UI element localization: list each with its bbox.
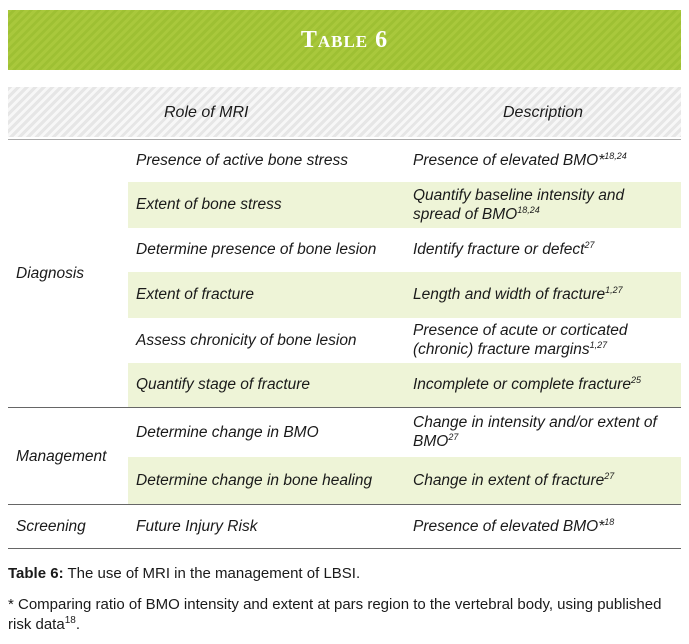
description-cell: Presence of elevated BMO*18,24 xyxy=(405,139,681,182)
description-text: Presence of acute or corticated (chronic… xyxy=(413,322,628,358)
description-text: Incomplete or complete fracture xyxy=(413,376,631,394)
table-row: Quantify stage of fracture Incomplete or … xyxy=(8,362,681,408)
table-row: Management Determine change in BMO Change … xyxy=(8,407,681,505)
header-row: Role of MRI Description xyxy=(8,87,681,140)
description-text: Change in extent of fracture xyxy=(413,471,605,489)
description-text: Change in intensity and/or extent of BMO xyxy=(413,414,657,451)
table-row: Diagnosis Presence of active bone stress P… xyxy=(8,139,681,408)
group-cell: Management xyxy=(8,407,128,505)
reference: 18 xyxy=(604,516,615,527)
description-cell: Incomplete or complete fracture25 xyxy=(405,362,681,408)
description-cell: Change in intensity and/or extent of BMO… xyxy=(405,407,681,457)
caption: Table 6: The use of MRI in the managemen… xyxy=(8,565,360,582)
role-cell: Determine change in bone healing xyxy=(128,456,405,505)
caption-text: The use of MRI in the management of LBSI… xyxy=(63,565,361,582)
table-row: Extent of bone stress Quantify baseline i… xyxy=(8,181,681,228)
description-cell: Identify fracture or defect27 xyxy=(405,228,681,272)
table-row: Extent of fracture Length and width of fr… xyxy=(8,271,681,318)
description-text: Quantify baseline intensity and spread o… xyxy=(413,186,625,223)
footnote-end: . xyxy=(75,616,80,633)
role-cell: Assess chronicity of bone lesion xyxy=(136,331,357,349)
description-cell: Length and width of fracture1,27 xyxy=(405,271,681,318)
reference: 27 xyxy=(604,470,615,481)
group-cell: Screening xyxy=(8,504,128,548)
description-text: Presence of elevated BMO* xyxy=(413,517,605,535)
caption-label: Table 6: xyxy=(8,565,64,582)
role-cell: Extent of bone stress xyxy=(128,181,405,228)
role-cell: Presence of active bone stress xyxy=(128,139,405,182)
reference: 18,24 xyxy=(517,204,540,215)
table: Role of MRI Description Diagnosis Presenc… xyxy=(8,87,681,548)
title-banner: Table 6 xyxy=(8,10,681,70)
description-text: Length and width of fracture xyxy=(413,286,606,303)
header-cell: Description xyxy=(502,104,584,121)
description-cell: Presence of elevated BMO*18 xyxy=(405,504,681,548)
reference: 1,27 xyxy=(589,339,608,350)
description-text: Identify fracture or defect xyxy=(413,241,585,258)
reference: 1,27 xyxy=(605,284,623,295)
role-cell: Extent of fracture xyxy=(128,271,405,318)
role-cell: Determine presence of bone lesion xyxy=(136,241,377,258)
header-cell xyxy=(8,87,128,140)
footnote: * Comparing ratio of BMO intensity and e… xyxy=(8,595,668,635)
role-cell: Future Injury Risk xyxy=(128,504,405,548)
role-cell: Determine change in BMO xyxy=(128,407,405,457)
footnote-text: * Comparing ratio of BMO intensity and e… xyxy=(8,596,662,633)
description-text: Presence of elevated BMO* xyxy=(413,152,605,170)
table-row: Assess chronicity of bone lesion Presence… xyxy=(8,318,681,363)
table-row: Determine change in bone healing Change i… xyxy=(8,456,681,505)
header-background xyxy=(8,87,681,137)
reference: 25 xyxy=(630,375,641,386)
bottom-rule xyxy=(8,548,681,549)
footnote-sup: 18 xyxy=(64,615,76,626)
table-body: Diagnosis Presence of active bone stress P… xyxy=(8,139,681,548)
description-cell: Quantify baseline intensity and spread o… xyxy=(405,181,681,228)
table-row: Determine presence of bone lesion Identif… xyxy=(8,228,681,272)
reference: 27 xyxy=(584,239,595,250)
group-cell: Diagnosis xyxy=(8,139,128,408)
reference: 27 xyxy=(448,432,459,443)
header-cell: Role of MRI xyxy=(164,104,249,121)
table-row: Screening Future Injury Risk Presence of e… xyxy=(8,504,681,548)
table-title: Table 6 xyxy=(300,26,389,53)
description-cell: Change in extent of fracture27 xyxy=(405,456,681,505)
role-cell: Quantify stage of fracture xyxy=(128,362,405,408)
reference: 18,24 xyxy=(604,151,627,162)
description-cell: Presence of acute or corticated (chronic… xyxy=(405,318,681,363)
